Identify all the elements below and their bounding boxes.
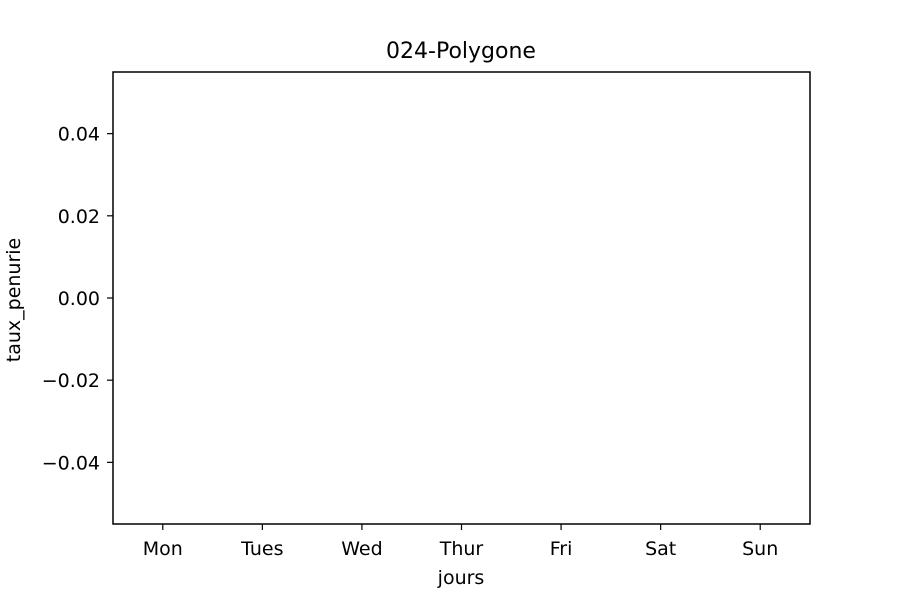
x-axis-label: jours [437,567,485,589]
y-axis-label: taux_penurie [3,238,25,363]
x-tick-label: Wed [341,538,382,560]
x-tick-label: Tues [240,538,283,560]
x-tick-label: Mon [143,538,183,560]
y-axis-ticks: 0.04 0.02 0.00 −0.02 −0.04 [42,124,113,474]
y-tick-label: 0.00 [58,288,100,310]
x-tick-label: Sun [742,538,778,560]
x-tick-label: Thur [439,538,484,560]
y-tick-label: −0.04 [42,452,100,474]
y-tick-label: 0.02 [58,206,100,228]
x-axis-ticks: Mon Tues Wed Thur Fri Sat Sun [143,524,778,560]
chart-title: 024-Polygone [386,39,536,64]
y-tick-label: 0.04 [58,124,100,146]
x-tick-label: Fri [550,538,573,560]
y-tick-label: −0.02 [42,370,100,392]
x-tick-label: Sat [645,538,676,560]
